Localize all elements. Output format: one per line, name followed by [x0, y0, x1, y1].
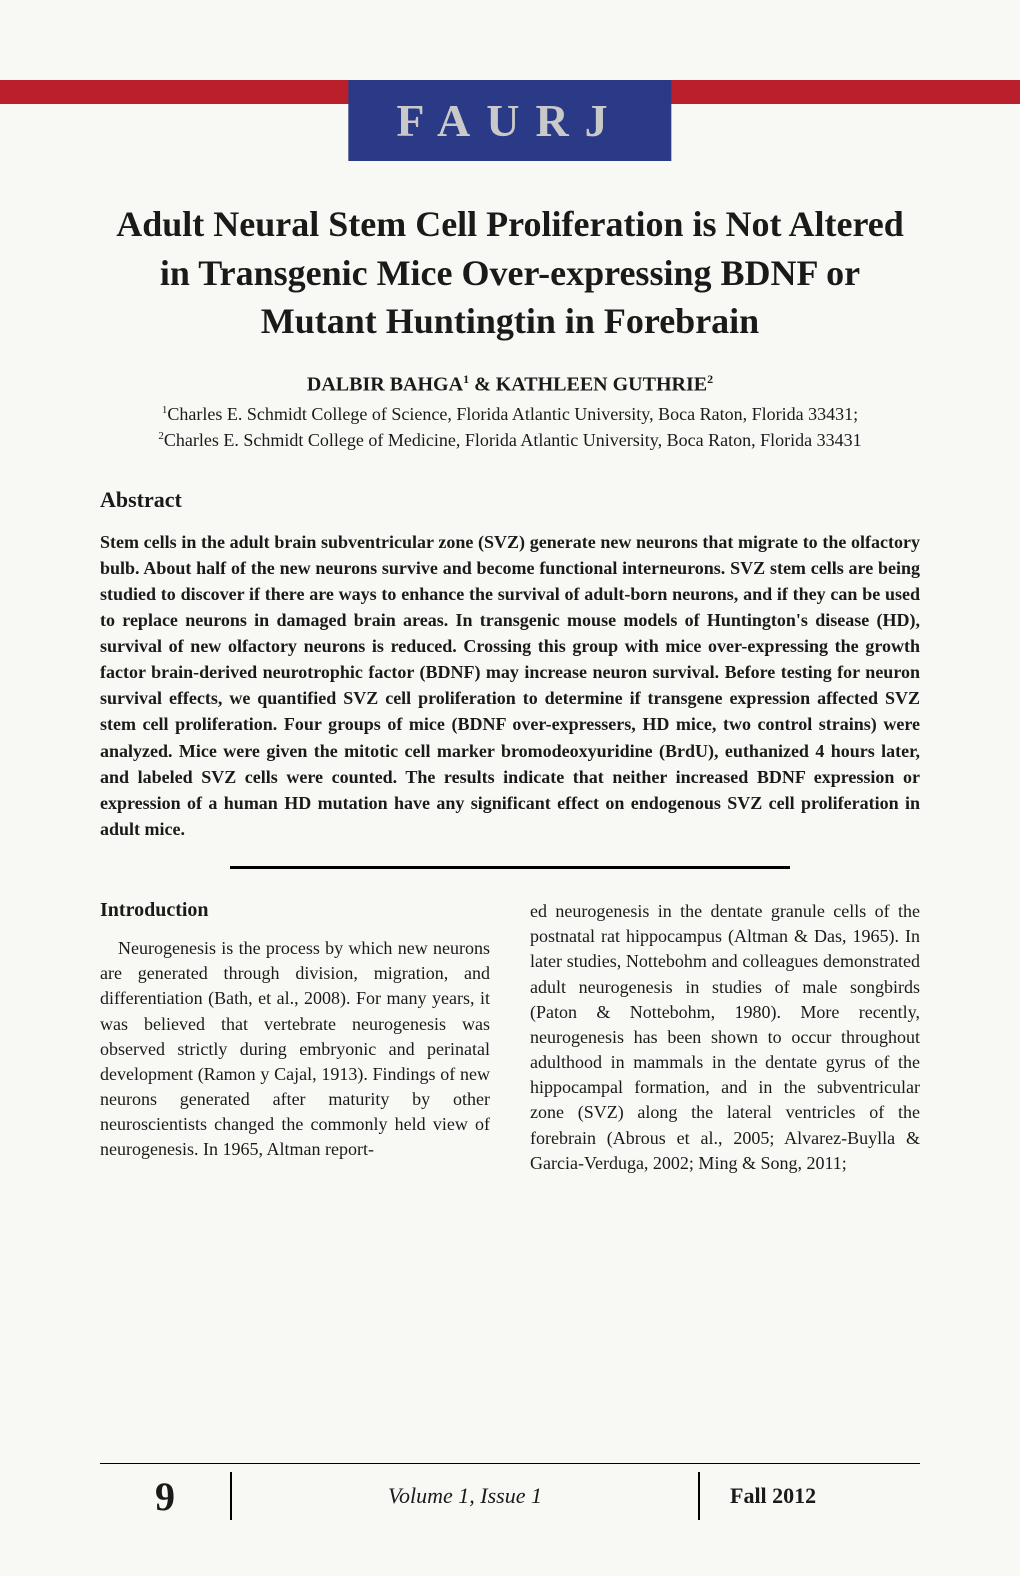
author-2-sup: 2	[707, 372, 713, 386]
journal-logo-box: FAURJ	[348, 80, 671, 161]
abstract-body: Stem cells in the adult brain subventric…	[100, 529, 920, 842]
footer-row: 9 Volume 1, Issue 1 Fall 2012	[100, 1464, 920, 1528]
introduction-heading: Introduction	[100, 899, 490, 922]
page-footer: 9 Volume 1, Issue 1 Fall 2012	[100, 1463, 920, 1528]
article-title: Adult Neural Stem Cell Proliferation is …	[100, 200, 920, 346]
author-1-name: DALBIR BAHGA	[307, 373, 463, 395]
intro-paragraph-right: ed neurogenesis in the dentate granule c…	[530, 899, 920, 1176]
volume-issue: Volume 1, Issue 1	[232, 1483, 698, 1509]
affil-1-text: Charles E. Schmidt College of Science, F…	[167, 404, 858, 424]
column-right: ed neurogenesis in the dentate granule c…	[530, 899, 920, 1176]
intro-paragraph-left: Neurogenesis is the process by which new…	[100, 936, 490, 1163]
page-number: 9	[100, 1473, 230, 1520]
article-content: Adult Neural Stem Cell Proliferation is …	[100, 200, 920, 1176]
journal-code: FAURJ	[396, 95, 623, 146]
abstract-heading: Abstract	[100, 487, 920, 513]
affil-2-text: Charles E. Schmidt College of Medicine, …	[164, 430, 862, 450]
publication-term: Fall 2012	[700, 1483, 920, 1509]
article-authors: DALBIR BAHGA1 & KATHLEEN GUTHRIE2	[100, 372, 920, 397]
column-left: Introduction Neurogenesis is the process…	[100, 899, 490, 1176]
two-column-body: Introduction Neurogenesis is the process…	[100, 899, 920, 1176]
section-divider	[230, 866, 790, 869]
author-2-name: KATHLEEN GUTHRIE	[496, 373, 707, 395]
author-separator: &	[469, 373, 496, 395]
article-affiliations: 1Charles E. Schmidt College of Science, …	[100, 402, 920, 452]
